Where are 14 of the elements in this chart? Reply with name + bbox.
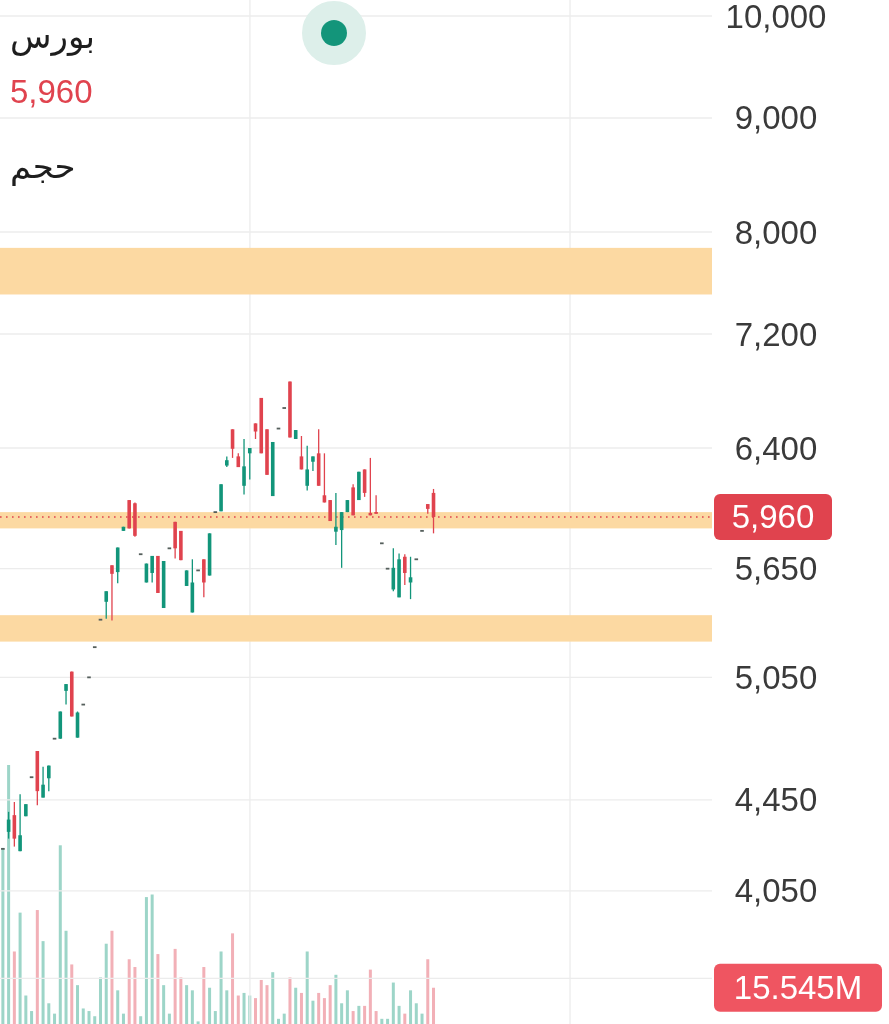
y-tick-label: 6,400 bbox=[734, 429, 818, 467]
text: 5,960 bbox=[10, 72, 93, 110]
annotation: حجم bbox=[10, 146, 76, 186]
y-tick-label: 5,050 bbox=[734, 658, 818, 696]
y-tick-label: 8,000 bbox=[734, 213, 818, 251]
y-tick-label: 9,000 bbox=[734, 99, 818, 137]
y-tick-label: 4,450 bbox=[734, 781, 818, 819]
y-tick-label: 4,050 bbox=[734, 872, 818, 910]
y-tick-label: 7,200 bbox=[734, 315, 818, 353]
chart-title: بورس bbox=[10, 16, 95, 57]
y-tick-label: 5,650 bbox=[734, 550, 818, 588]
y-tick-label: 10,000 bbox=[725, 0, 827, 35]
text: 15.545M bbox=[733, 969, 863, 1007]
ref-line-label: 5,960 bbox=[731, 498, 815, 536]
